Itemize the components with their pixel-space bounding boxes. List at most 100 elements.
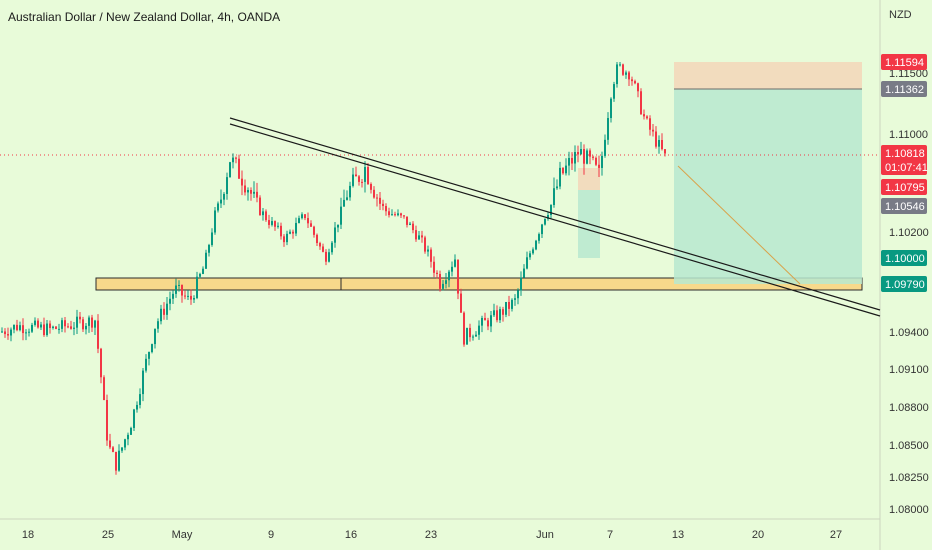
candle-body: [637, 83, 639, 92]
stop-loss-zone: [674, 62, 862, 89]
price-tag-label: 1.11362: [885, 84, 924, 96]
candle-body: [439, 273, 441, 289]
candle-body: [256, 191, 258, 198]
candle-body: [16, 324, 18, 331]
candle-body: [124, 439, 126, 448]
candle-body: [313, 226, 315, 235]
candle-body: [106, 400, 108, 441]
candle-body: [244, 185, 246, 193]
candle-body: [79, 316, 81, 320]
candle-body: [544, 218, 546, 225]
price-tag-label: 1.09790: [885, 279, 925, 291]
candle-body: [241, 178, 243, 186]
candle-body: [430, 249, 432, 262]
price-tag-label: 1.10818: [885, 148, 925, 160]
candle-body: [220, 199, 222, 204]
candle-body: [463, 312, 465, 345]
candle-body: [436, 272, 438, 274]
candle-body: [409, 223, 411, 225]
candle-body: [88, 317, 90, 326]
candle-body: [46, 323, 48, 336]
candle-body: [379, 197, 381, 204]
y-tick-label: 1.09400: [889, 327, 929, 339]
candle-body: [574, 152, 576, 164]
candle-body: [271, 221, 273, 225]
candle-body: [37, 320, 39, 328]
candle-body: [187, 295, 189, 297]
candle-body: [490, 315, 492, 327]
candle-body: [118, 450, 120, 471]
price-tag: [881, 179, 927, 195]
candle-body: [418, 235, 420, 240]
candle-body: [472, 336, 474, 338]
candle-body: [31, 324, 33, 332]
candle-body: [184, 295, 186, 297]
candle-body: [127, 434, 129, 440]
candle-body: [616, 64, 618, 85]
y-tick-label: 1.11500: [889, 68, 928, 80]
x-tick-label: Jun: [536, 529, 554, 541]
candle-body: [136, 404, 138, 410]
candle-body: [337, 224, 339, 228]
candle-body: [619, 64, 621, 66]
candle-body: [304, 214, 306, 219]
candle-body: [502, 309, 504, 315]
candle-body: [577, 152, 579, 155]
candle-body: [265, 211, 267, 221]
candle-body: [331, 242, 333, 253]
candle-body: [97, 320, 99, 349]
candle-body: [562, 167, 564, 174]
y-tick-label: 1.11000: [889, 129, 928, 141]
candle-body: [52, 326, 54, 329]
candle-body: [247, 189, 249, 193]
chart-title: Australian Dollar / New Zealand Dollar, …: [8, 10, 281, 24]
candle-body: [622, 64, 624, 75]
candle-body: [553, 188, 555, 206]
candle-body: [58, 328, 60, 330]
candle-body: [103, 377, 105, 401]
candle-body: [61, 320, 63, 329]
candle-body: [475, 334, 477, 337]
y-tick-label: 1.08250: [889, 472, 929, 484]
price-tag: [881, 276, 927, 292]
candle-body: [628, 72, 630, 80]
candle-body: [382, 203, 384, 207]
candle-body: [22, 325, 24, 334]
candle-body: [505, 301, 507, 315]
candle-body: [631, 79, 633, 82]
candle-body: [253, 191, 255, 194]
candle-body: [592, 156, 594, 158]
candle-body: [586, 150, 588, 164]
countdown-label: 01:07:41: [885, 162, 928, 174]
candle-body: [205, 252, 207, 269]
candle-body: [598, 164, 600, 168]
candle-body: [286, 233, 288, 243]
candle-body: [193, 298, 195, 300]
candle-body: [229, 162, 231, 178]
candle-body: [280, 225, 282, 237]
candle-body: [328, 252, 330, 262]
candle-body: [460, 293, 462, 313]
trendline-upper: [229, 117, 881, 311]
price-tag: [881, 54, 927, 70]
candle-body: [634, 81, 636, 84]
y-tick-label: 1.08500: [889, 440, 929, 452]
candle-body: [274, 221, 276, 227]
candle-body: [289, 231, 291, 234]
candle-body: [400, 213, 402, 216]
candle-body: [445, 280, 447, 284]
candle-body: [172, 293, 174, 299]
candle-body: [43, 324, 45, 336]
candle-body: [349, 185, 351, 198]
candle-body: [589, 150, 591, 157]
candle-body: [40, 324, 42, 328]
price-tag: [881, 198, 927, 214]
price-tag: [881, 250, 927, 266]
candle-body: [493, 310, 495, 316]
price-tag-label: 1.10795: [885, 182, 925, 194]
candle-body: [55, 326, 57, 329]
candle-body: [406, 216, 408, 225]
candle-body: [67, 326, 69, 328]
